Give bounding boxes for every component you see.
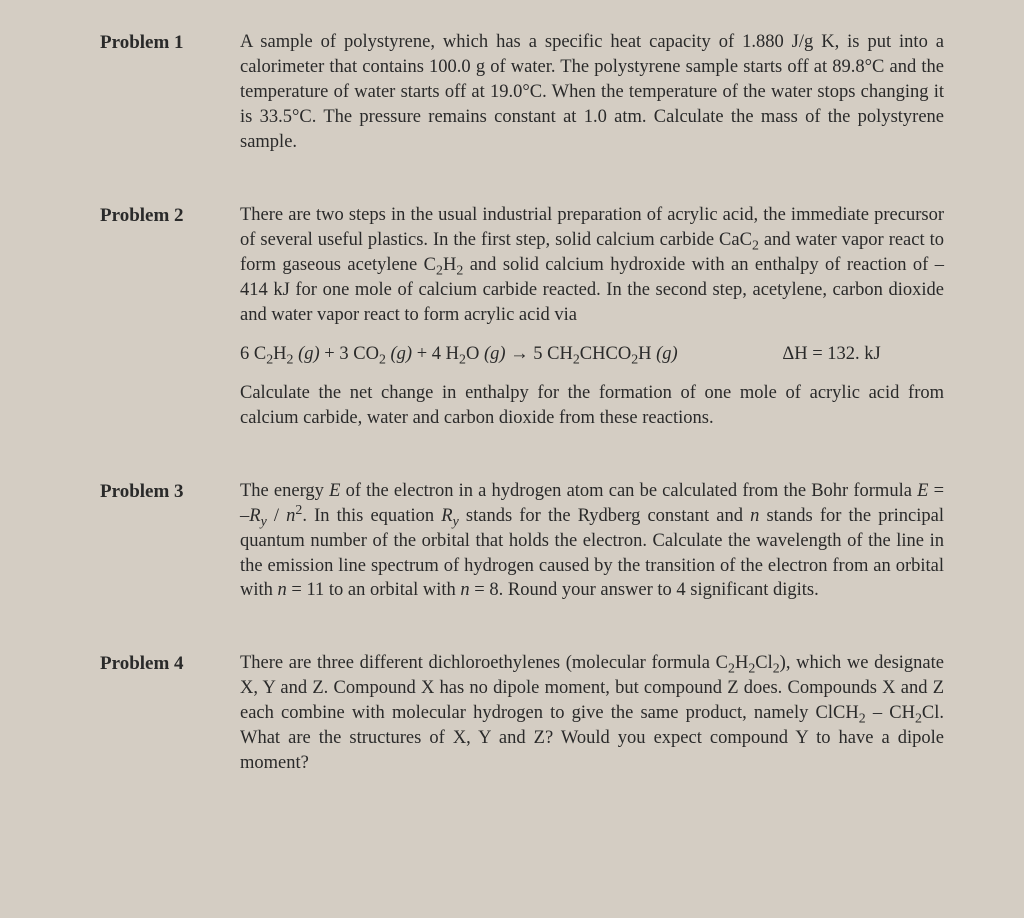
problem-1: Problem 1 A sample of polystyrene, which…: [100, 30, 944, 155]
problem-2-equation: 6 C2H2 (g) + 3 CO2 (g) + 4 H2O (g) → 5 C…: [240, 342, 944, 367]
problem-1-body: A sample of polystyrene, which has a spe…: [240, 30, 944, 155]
problem-1-label: Problem 1: [100, 30, 240, 155]
problem-4: Problem 4 There are three different dich…: [100, 651, 944, 776]
equation-right: ΔH = 132. kJ: [782, 342, 880, 367]
problem-2: Problem 2 There are two steps in the usu…: [100, 203, 944, 431]
problem-3: Problem 3 The energy E of the electron i…: [100, 479, 944, 604]
document-page: Problem 1 A sample of polystyrene, which…: [0, 0, 1024, 854]
problem-4-body: There are three different dichloroethyle…: [240, 651, 944, 776]
problem-3-body: The energy E of the electron in a hydrog…: [240, 479, 944, 604]
problem-4-label: Problem 4: [100, 651, 240, 776]
problem-3-label: Problem 3: [100, 479, 240, 604]
problem-2-para-1: There are two steps in the usual industr…: [240, 203, 944, 328]
problem-1-text: A sample of polystyrene, which has a spe…: [240, 30, 944, 155]
problem-3-text: The energy E of the electron in a hydrog…: [240, 479, 944, 604]
problem-4-text: There are three different dichloroethyle…: [240, 651, 944, 776]
problem-2-body: There are two steps in the usual industr…: [240, 203, 944, 431]
problem-2-label: Problem 2: [100, 203, 240, 431]
equation-left: 6 C2H2 (g) + 3 CO2 (g) + 4 H2O (g) → 5 C…: [240, 342, 678, 367]
problem-2-para-2: Calculate the net change in enthalpy for…: [240, 381, 944, 431]
